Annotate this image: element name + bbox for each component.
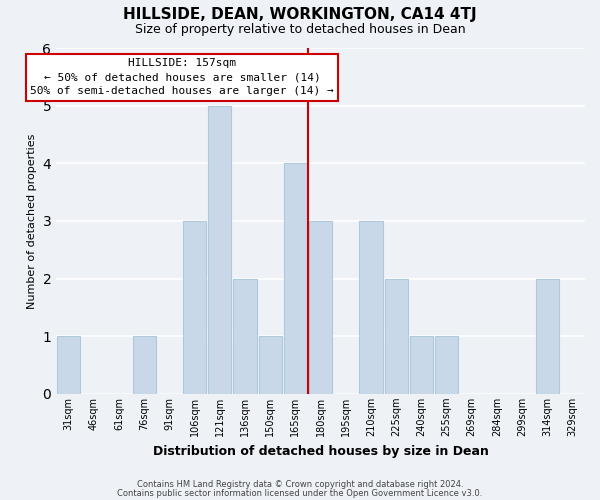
Bar: [233, 278, 257, 394]
Bar: [410, 336, 433, 394]
Text: Contains public sector information licensed under the Open Government Licence v3: Contains public sector information licen…: [118, 488, 482, 498]
Bar: [359, 221, 383, 394]
Bar: [259, 336, 282, 394]
Y-axis label: Number of detached properties: Number of detached properties: [27, 134, 37, 308]
Bar: [183, 221, 206, 394]
Bar: [57, 336, 80, 394]
Bar: [435, 336, 458, 394]
Bar: [309, 221, 332, 394]
Bar: [536, 278, 559, 394]
Text: HILLSIDE, DEAN, WORKINGTON, CA14 4TJ: HILLSIDE, DEAN, WORKINGTON, CA14 4TJ: [123, 8, 477, 22]
Bar: [385, 278, 408, 394]
Bar: [208, 106, 232, 394]
X-axis label: Distribution of detached houses by size in Dean: Distribution of detached houses by size …: [152, 444, 488, 458]
Text: HILLSIDE: 157sqm
← 50% of detached houses are smaller (14)
50% of semi-detached : HILLSIDE: 157sqm ← 50% of detached house…: [30, 58, 334, 96]
Text: Contains HM Land Registry data © Crown copyright and database right 2024.: Contains HM Land Registry data © Crown c…: [137, 480, 463, 489]
Bar: [284, 164, 307, 394]
Bar: [133, 336, 156, 394]
Text: Size of property relative to detached houses in Dean: Size of property relative to detached ho…: [134, 24, 466, 36]
